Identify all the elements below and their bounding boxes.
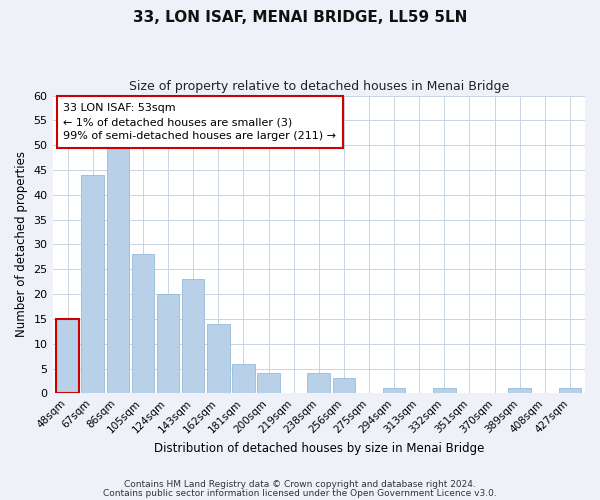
Text: 33, LON ISAF, MENAI BRIDGE, LL59 5LN: 33, LON ISAF, MENAI BRIDGE, LL59 5LN — [133, 10, 467, 25]
Bar — [207, 324, 230, 394]
Bar — [433, 388, 455, 394]
Bar — [131, 254, 154, 394]
Bar — [257, 374, 280, 394]
Text: Contains HM Land Registry data © Crown copyright and database right 2024.: Contains HM Land Registry data © Crown c… — [124, 480, 476, 489]
Bar — [332, 378, 355, 394]
Bar — [232, 364, 255, 394]
Bar — [56, 319, 79, 394]
Title: Size of property relative to detached houses in Menai Bridge: Size of property relative to detached ho… — [128, 80, 509, 93]
Bar — [508, 388, 531, 394]
Bar — [559, 388, 581, 394]
Bar — [307, 374, 330, 394]
X-axis label: Distribution of detached houses by size in Menai Bridge: Distribution of detached houses by size … — [154, 442, 484, 455]
Text: 33 LON ISAF: 53sqm
← 1% of detached houses are smaller (3)
99% of semi-detached : 33 LON ISAF: 53sqm ← 1% of detached hous… — [63, 103, 336, 141]
Y-axis label: Number of detached properties: Number of detached properties — [15, 152, 28, 338]
Bar — [157, 294, 179, 394]
Text: Contains public sector information licensed under the Open Government Licence v3: Contains public sector information licen… — [103, 489, 497, 498]
Bar — [182, 279, 205, 394]
Bar — [383, 388, 406, 394]
Bar — [107, 145, 129, 394]
Bar — [82, 175, 104, 394]
